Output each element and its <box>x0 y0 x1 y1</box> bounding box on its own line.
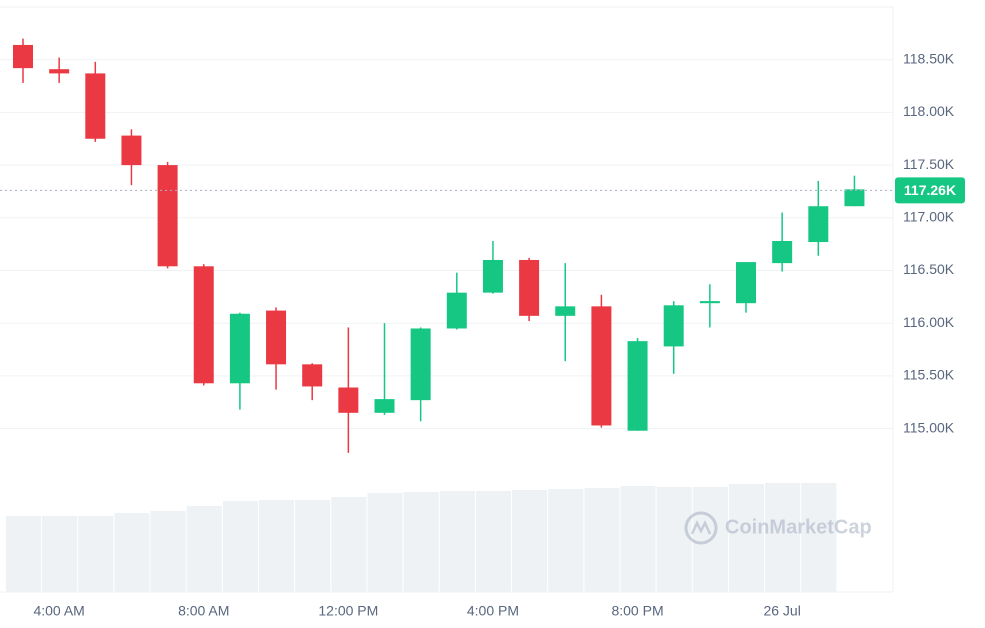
watermark-logo <box>684 511 718 545</box>
candle-body <box>302 364 323 387</box>
grid-layer <box>0 59 893 430</box>
watermark-text: CoinMarketCap <box>725 516 872 538</box>
candle-body <box>699 301 720 304</box>
y-tick-label: 117.50K <box>903 156 955 172</box>
candle-body <box>410 328 431 401</box>
candle-body <box>627 341 648 431</box>
candle-body <box>736 262 756 304</box>
candle-body <box>808 206 829 243</box>
watermark: CoinMarketCap <box>684 511 872 545</box>
volume-bar <box>78 516 114 592</box>
candle-body <box>374 399 395 413</box>
volume-layer <box>5 483 837 592</box>
y-tick-label: 117.00K <box>903 209 955 225</box>
x-tick-label: 8:00 PM <box>611 603 663 619</box>
candle-body <box>193 266 214 384</box>
volume-bar <box>295 500 331 592</box>
candle-body <box>772 241 793 264</box>
volume-bar <box>186 506 222 592</box>
volume-bar <box>512 490 548 592</box>
candle-body <box>446 292 467 329</box>
candle-body <box>555 306 576 316</box>
volume-bar <box>367 493 403 592</box>
watermark-logo-mark <box>690 520 712 535</box>
candle-body <box>229 313 250 384</box>
volume-bar <box>728 484 765 592</box>
volume-bar <box>765 483 801 592</box>
x-tick-label: 4:00 AM <box>33 603 84 619</box>
candle-body <box>13 44 33 69</box>
label-layer: 115.00K 115.50K 116.00K 116.50K 117.00K 117.5… <box>33 50 965 619</box>
x-tick-label: 12:00 PM <box>318 603 378 619</box>
volume-bar <box>584 488 620 592</box>
y-tick-label: 118.50K <box>903 50 955 66</box>
candle-layer <box>0 38 893 453</box>
volume-bar <box>258 500 295 592</box>
volume-bar <box>439 491 475 592</box>
x-tick-label: 8:00 AM <box>178 603 229 619</box>
candle-body <box>591 306 612 426</box>
candle-body <box>663 305 684 347</box>
candle-body <box>519 259 540 316</box>
candle-body <box>157 165 178 267</box>
candle-body <box>844 189 865 207</box>
candle-body <box>338 387 359 413</box>
last-price-box <box>895 177 965 204</box>
y-tick-label: 115.00K <box>903 419 955 435</box>
candle-body <box>266 310 287 365</box>
volume-bar <box>548 489 584 592</box>
volume-bar <box>403 492 439 592</box>
volume-bar <box>42 516 78 592</box>
y-tick-label: 115.50K <box>903 367 955 383</box>
volume-bar <box>801 483 837 592</box>
volume-bar <box>5 516 42 592</box>
x-tick-label: 4:00 PM <box>467 603 519 619</box>
volume-bar <box>475 491 512 592</box>
candle-body <box>49 69 70 74</box>
volume-bar <box>114 513 150 592</box>
candle-body <box>482 259 503 293</box>
last-price-label: 117.26K <box>904 182 956 198</box>
candle-body <box>121 135 142 166</box>
candle-body <box>85 73 106 139</box>
volume-bar <box>620 486 656 592</box>
volume-bar <box>656 487 692 592</box>
volume-bar <box>150 511 186 592</box>
volume-bar <box>331 497 367 592</box>
y-tick-label: 118.00K <box>903 103 955 119</box>
y-tick-label: 116.00K <box>903 314 955 330</box>
y-tick-label: 116.50K <box>903 261 955 277</box>
x-tick-label: 26 Jul <box>763 603 800 619</box>
volume-bar <box>222 501 258 592</box>
